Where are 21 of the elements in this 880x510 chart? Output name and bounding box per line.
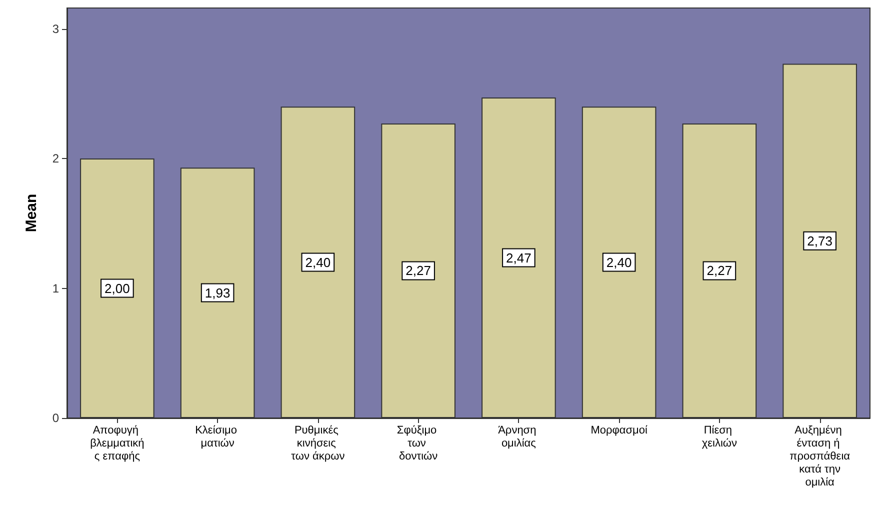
- x-tick-label: Ρυθμικές κινήσεις των άκρων: [291, 424, 346, 462]
- y-tick-label: 3: [52, 22, 60, 36]
- x-tick-label: Άρνηση ομιλίας: [498, 424, 540, 450]
- data-label: 2,47: [506, 250, 532, 266]
- data-label: 2,73: [807, 233, 832, 248]
- x-tick-label: Αυξημένη ένταση ή προσπάθεια κατά την ομιλία: [790, 424, 851, 488]
- x-tick-label: Μορφασμοί: [590, 424, 648, 436]
- y-tick-label: 2: [52, 152, 60, 166]
- x-tick-label: Σφύξιμο των δοντιών: [396, 424, 440, 462]
- x-tick-label: Πίεση χειλιών: [702, 424, 738, 450]
- data-label: 2,40: [305, 254, 331, 270]
- data-label: 2,40: [606, 254, 632, 270]
- data-label: 2,00: [104, 280, 130, 296]
- data-label: 2,27: [706, 263, 732, 278]
- x-tick-label: Αποφυγή βλεμματικής επαφής: [90, 424, 144, 462]
- y-tick-label: 0: [52, 411, 60, 425]
- data-label: 1,93: [204, 285, 230, 300]
- y-axis-title: Mean: [23, 194, 40, 232]
- x-tick-label: Κλείσιμο ματιών: [195, 424, 240, 450]
- data-label: 2,27: [406, 263, 431, 278]
- y-tick-label: 1: [52, 281, 60, 296]
